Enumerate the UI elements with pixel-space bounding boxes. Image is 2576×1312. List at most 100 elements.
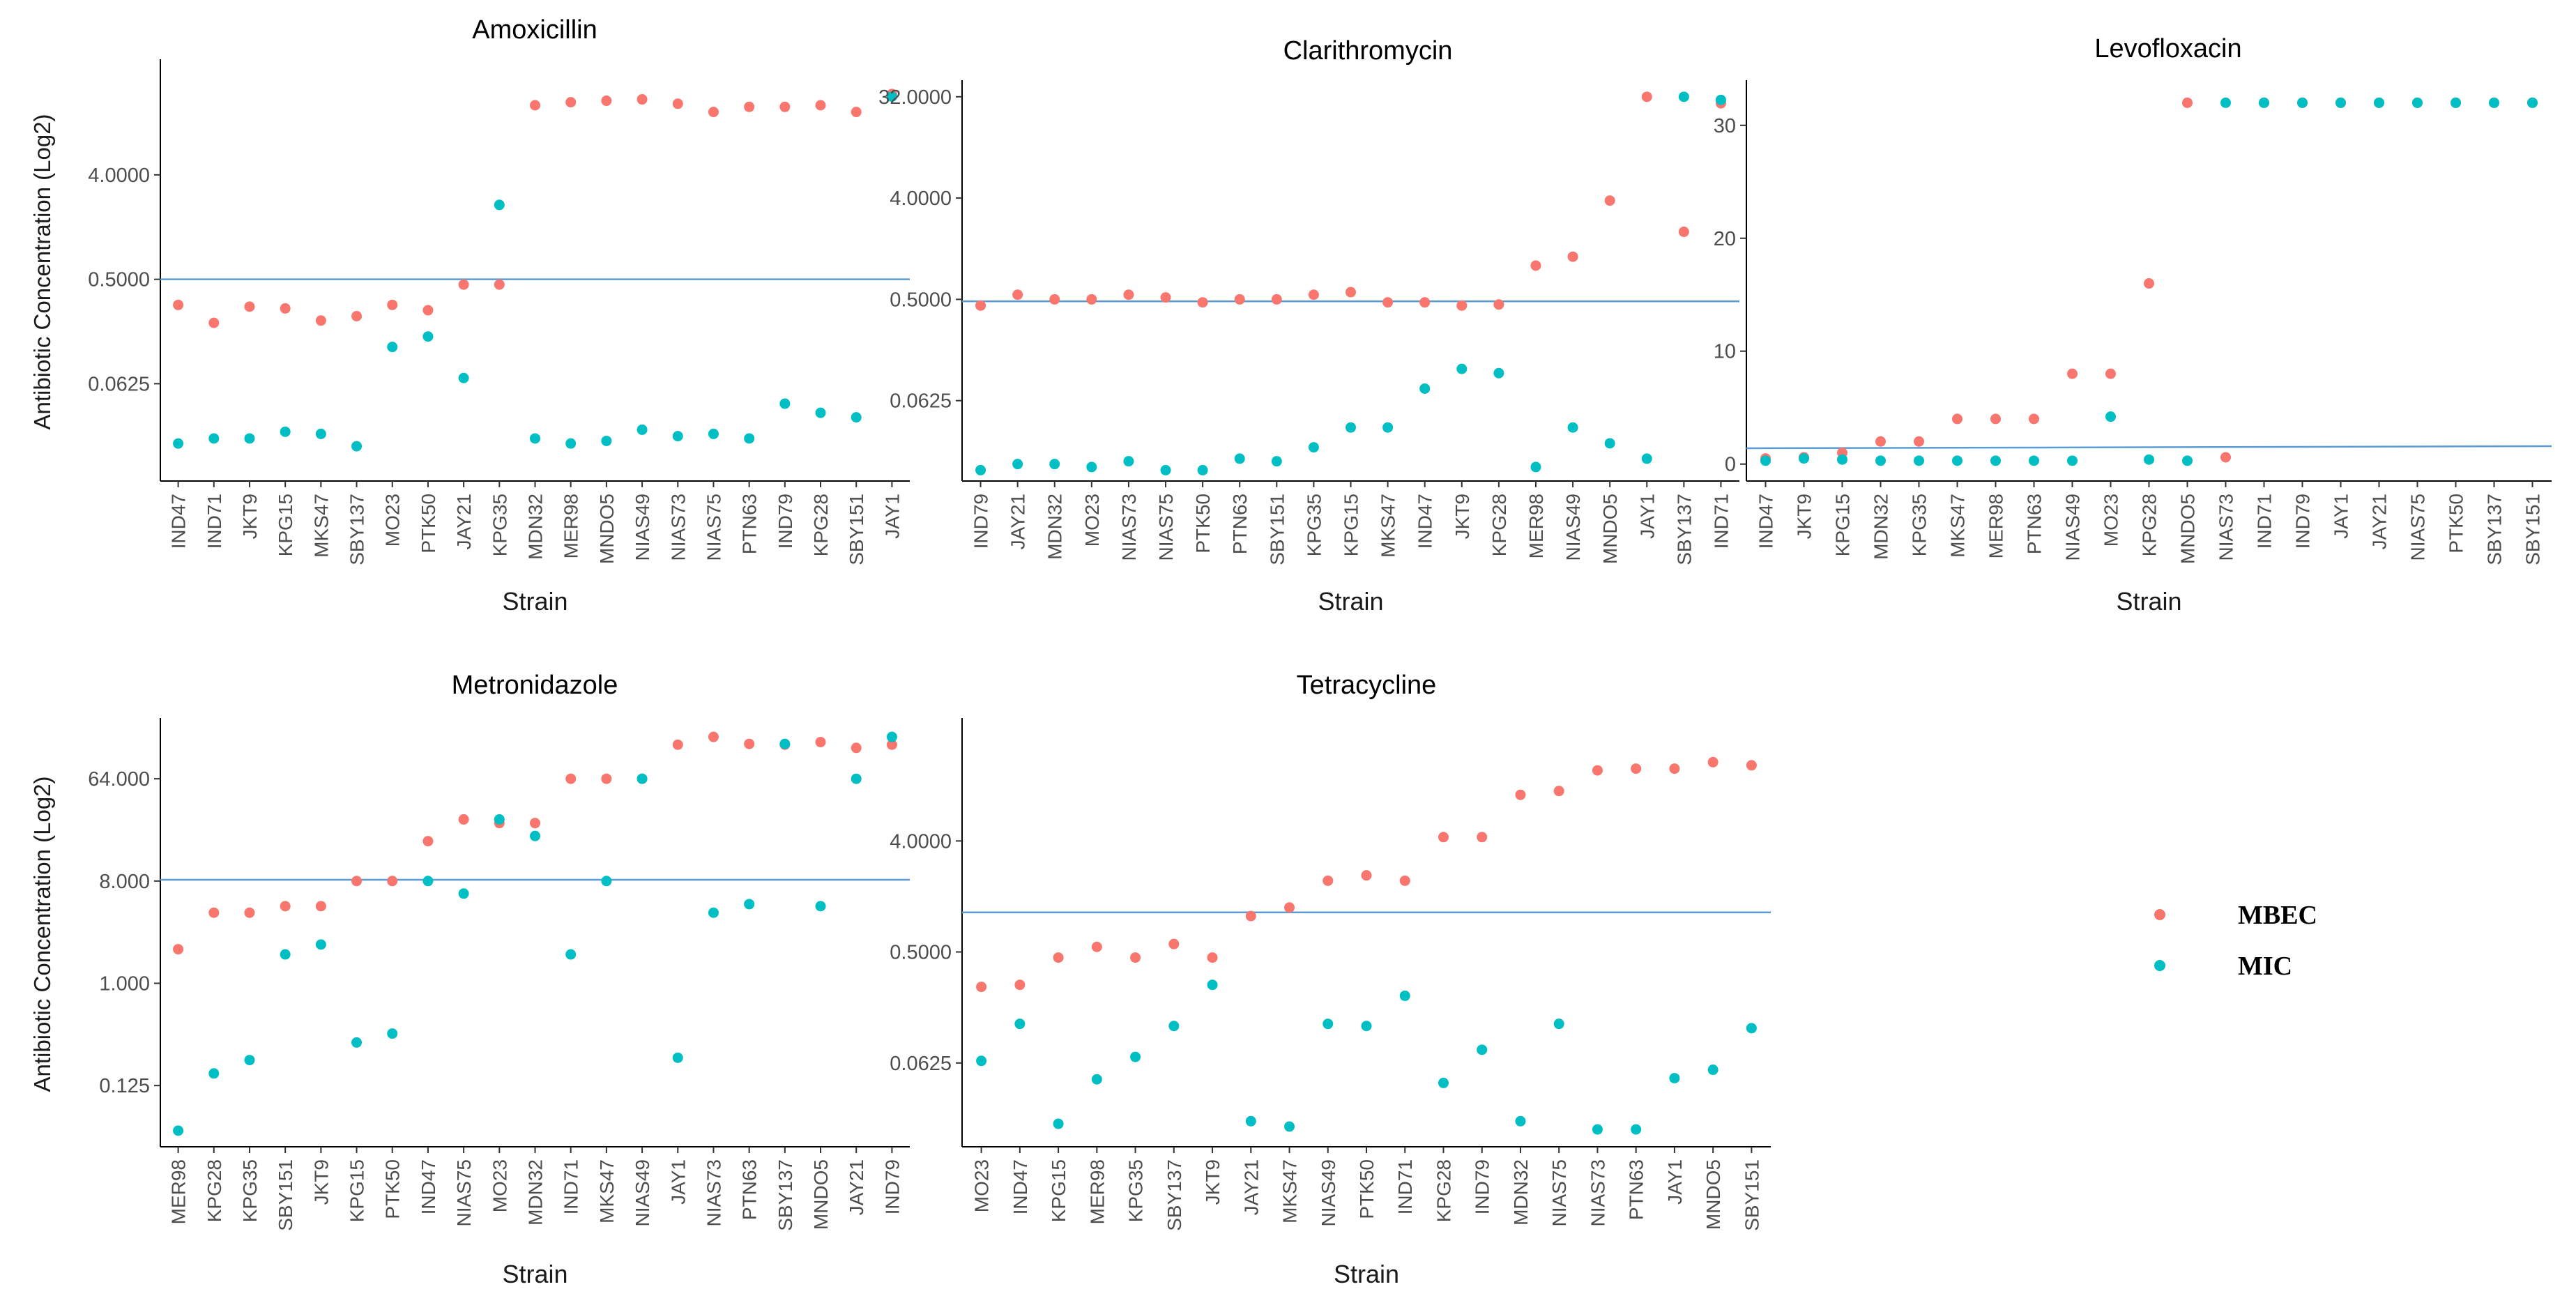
mbec-point [815,736,826,747]
x-tick-label: KPG28 [1488,494,1510,556]
y-tick-label: 64.000 [88,768,150,791]
mic-point [2412,97,2423,108]
mbec-point [1197,297,1208,308]
mic-point [851,773,862,784]
mbec-point [1168,938,1180,949]
mic-point [565,438,577,449]
x-tick-label: NIAS73 [1587,1159,1608,1227]
x-tick-label: MDN32 [525,494,547,560]
mbec-point [601,96,612,107]
mic-point [2489,97,2499,108]
mbec-point [280,303,291,314]
mbec-point [851,107,862,118]
mic-point [886,91,897,102]
mic-point [2259,97,2269,108]
mbec-point [280,901,291,912]
panel-amoxicillin: Amoxicillin 0.0625 0.5000 4.0000 IND47 IND71 J… [29,15,910,616]
x-tick-label: NIAS75 [703,494,724,561]
mbec-point [2144,278,2154,289]
mbec-point [1669,763,1680,775]
mic-point [351,1037,363,1048]
x-tick-label: IND71 [2254,494,2276,549]
x-tick-label: IND79 [881,1159,903,1214]
mic-point [458,372,469,383]
mic-point [2105,411,2116,422]
mic-point [708,907,719,918]
mic-point [1014,1019,1026,1030]
mbec-point [744,101,755,112]
x-tick-label: MNDO5 [810,1159,832,1230]
x-tick-label: JAY1 [2331,494,2352,539]
mbec-point [744,738,755,749]
x-tick-label: MO23 [1081,494,1103,547]
x-tick-label: SBY151 [1266,494,1288,565]
mic-point [779,398,791,409]
mic-point [1419,383,1431,394]
mbec-point [1053,952,1064,963]
x-tick-label: IND79 [2292,494,2314,549]
x-tick-label: MER98 [1986,494,2007,558]
x-tick-label: KPG35 [489,494,510,556]
mbec-point [1592,765,1603,776]
mic-point [1086,462,1097,473]
mbec-point [1641,91,1652,102]
mic-point [1197,464,1208,475]
mbec-point [851,742,862,754]
mic-point [1168,1021,1180,1032]
y-tick-label: 32.0000 [878,86,952,109]
y-tick-label: 8.000 [99,871,150,893]
mic-point [1631,1124,1642,1135]
mbec-point [1399,875,1410,886]
panel-clarithromycin: Clarithromycin 0.0625 0.5000 4.0000 32.0000 I… [878,36,1739,616]
x-tick-label: JKT9 [1451,494,1473,539]
x-tick-label: KPG35 [1303,494,1325,556]
mic-point [2335,97,2346,108]
legend-mic-label: MIC [2238,952,2292,981]
mbec-point [1567,251,1578,262]
mbec-point [1123,289,1134,300]
x-tick-label: JAY21 [453,494,475,549]
mbec-point [2220,452,2231,463]
mic-point [2029,455,2039,466]
chart-title: Amoxicillin [472,15,597,45]
mic-point [173,1125,184,1136]
mic-point [851,412,862,423]
x-tick-label: JAY21 [1007,494,1029,549]
mic-point [1746,1023,1757,1034]
x-tick-label: PTK50 [2446,494,2467,554]
mbec-point [1130,952,1141,963]
x-tick-label: IND47 [1009,1159,1031,1214]
mbec-point [315,901,326,912]
mic-point [1382,422,1394,433]
x-tick-label: KPG28 [204,1159,225,1222]
mbec-point [1456,300,1468,311]
mbec-point [565,97,577,108]
mbec-point [1746,760,1757,771]
mic-point [1530,462,1541,473]
mbec-point [1477,832,1488,843]
mbec-point [173,944,184,955]
x-tick-label: KPG15 [275,494,296,556]
x-tick-label: IND71 [204,494,225,549]
mbec-point [1012,289,1023,300]
mbec-point [1631,763,1642,775]
mbec-point [351,310,363,321]
y-tick-label: 0.5000 [890,942,952,964]
y-tick-label: 0.5000 [88,269,150,291]
x-tick-label: NIAS73 [2216,494,2237,561]
y-tick-label: 1.000 [99,972,150,995]
x-tick-label: IND71 [561,1159,582,1214]
x-tick-label: SBY137 [1673,494,1695,565]
mbec-point [387,876,398,887]
mbec-point [672,739,683,750]
mic-point [744,899,755,910]
mbec-point [2029,413,2039,425]
mic-point [601,435,612,446]
x-tick-label: MKS47 [1378,494,1399,558]
x-tick-label: KPG35 [1909,494,1930,556]
mic-point [1990,455,2001,466]
mic-point [1160,464,1171,475]
x-tick-label: MKS47 [1947,494,1969,558]
mbec-point [422,305,434,316]
